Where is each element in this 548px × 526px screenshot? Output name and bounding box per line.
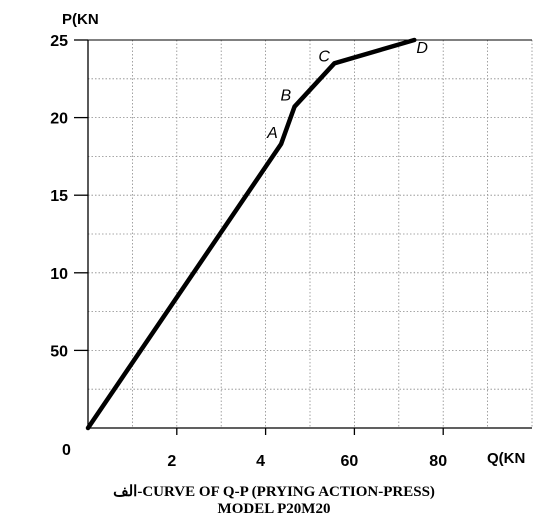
y-axis-title: P(KN — [62, 11, 99, 28]
x-tick-label: 4 — [256, 453, 265, 470]
point-label-c: C — [318, 48, 330, 65]
x-tick-label: 60 — [341, 453, 359, 470]
point-labels: A B C D — [266, 40, 428, 142]
point-label-d: D — [416, 40, 428, 57]
point-label-a: A — [266, 125, 278, 142]
y-tick-label: 50 — [50, 343, 68, 360]
q-p-curve-chart: 50 10 15 20 25 2 4 60 80 A B C D P(KN Q(KN 0 — [50, 11, 533, 470]
x-tick-label: 2 — [167, 453, 176, 470]
y-tick-label: 10 — [50, 266, 68, 283]
series — [85, 37, 417, 431]
q-p-curve-line — [85, 37, 417, 431]
grid — [88, 40, 533, 428]
caption-line-1: الف-CURVE OF Q-P (PRYING ACTION-PRESS) — [113, 484, 435, 500]
x-axis-title: Q(KN — [487, 450, 525, 467]
caption-line-2: MODEL P20M20 — [217, 501, 331, 517]
axes — [87, 39, 532, 429]
y-tick-label: 20 — [50, 111, 68, 128]
origin-label: 0 — [62, 442, 71, 459]
y-tick-label: 15 — [50, 188, 68, 205]
point-label-b: B — [280, 88, 291, 105]
tick-labels: 50 10 15 20 25 2 4 60 80 — [50, 33, 447, 470]
y-tick-label: 25 — [50, 33, 68, 50]
x-tick-label: 80 — [429, 453, 447, 470]
